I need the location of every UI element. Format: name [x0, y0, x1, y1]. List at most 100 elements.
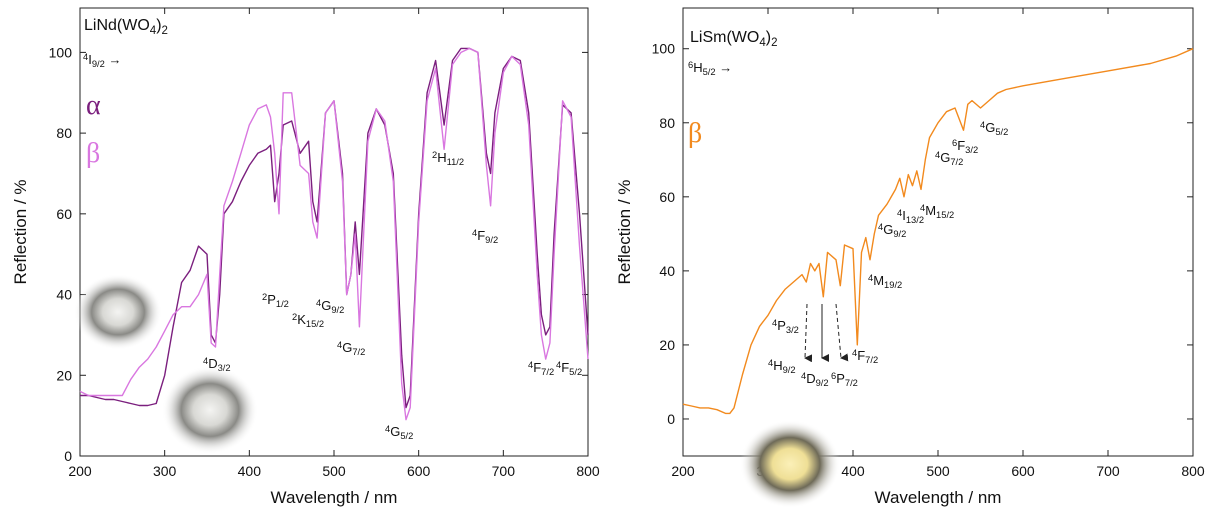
- x-tick-label: 600: [1011, 463, 1035, 479]
- text-part: D: [806, 371, 815, 386]
- superscript: 4: [920, 203, 925, 213]
- x-axis-label: Wavelength / nm: [271, 488, 398, 507]
- superscript: 4: [203, 356, 208, 366]
- annotation: 4G5/2: [385, 424, 413, 441]
- subscript: 9/2: [816, 378, 829, 388]
- text-part: F: [857, 348, 865, 363]
- text-part: F: [957, 138, 965, 153]
- y-tick-label: 80: [659, 115, 675, 131]
- superscript: 4: [801, 371, 806, 381]
- annotation: 4F5/2: [556, 360, 582, 377]
- y-tick-label: 0: [667, 411, 675, 427]
- annotation: 4G5/2: [980, 120, 1008, 137]
- text-part: G: [985, 120, 995, 135]
- text-part: F: [477, 228, 485, 243]
- annotation: 2H11/2: [432, 150, 464, 167]
- annotation: 2P1/2: [262, 292, 289, 309]
- annotation: 4H9/2: [768, 358, 796, 375]
- arrow: [835, 303, 849, 362]
- y-axis-label: Reflection / %: [11, 180, 30, 285]
- superscript: 4: [316, 298, 321, 308]
- spectrum-line: [682, 48, 1194, 415]
- subscript: 7/2: [865, 355, 878, 365]
- text-part: I: [902, 208, 906, 223]
- text-part: →: [105, 52, 122, 67]
- annotation: 6P7/2: [831, 371, 858, 388]
- text-part: G: [390, 424, 400, 439]
- y-tick-label: 40: [659, 263, 675, 279]
- subscript: 9/2: [783, 365, 796, 375]
- y-tick-label: 20: [659, 337, 675, 353]
- y-tick-label: 100: [49, 44, 73, 60]
- subscript: 7/2: [541, 367, 554, 377]
- y-tick-label: 60: [659, 189, 675, 205]
- annotation: 4G9/2: [316, 298, 344, 315]
- superscript: 4: [528, 360, 533, 370]
- text-part: ): [766, 29, 771, 46]
- annotation: 4D3/2: [203, 356, 231, 373]
- superscript: 6: [688, 60, 693, 70]
- legend-entry: β: [86, 138, 100, 169]
- x-tick-label: 700: [1096, 463, 1120, 479]
- subscript: 5/2: [400, 431, 413, 441]
- text-part: G: [883, 222, 893, 237]
- plot-frame: [682, 7, 1194, 457]
- annotation: 4F7/2: [528, 360, 554, 377]
- subscript: 15/2: [306, 319, 324, 329]
- text-part: H: [437, 150, 446, 165]
- x-tick-label: 400: [841, 463, 865, 479]
- annotation: 4G7/2: [337, 340, 365, 357]
- y-tick-label: 40: [56, 287, 72, 303]
- superscript: 4: [897, 208, 902, 218]
- y-tick-label: 0: [64, 448, 72, 464]
- x-tick-label: 800: [1181, 463, 1205, 479]
- spectrum-line: [79, 47, 589, 421]
- superscript: 4: [337, 340, 342, 350]
- superscript: 4: [868, 273, 873, 283]
- subscript: 15/2: [936, 210, 954, 220]
- x-tick-label: 500: [322, 463, 346, 479]
- x-tick-label: 200: [68, 463, 92, 479]
- text-part: P: [267, 292, 276, 307]
- annotation: 4I9/2 →: [83, 52, 121, 69]
- x-tick-label: 800: [576, 463, 600, 479]
- powder-photo-sm: [740, 420, 840, 508]
- superscript: 4: [852, 348, 857, 358]
- subscript: 7/2: [950, 157, 963, 167]
- x-tick-label: 500: [926, 463, 950, 479]
- subscript: 9/2: [485, 235, 498, 245]
- annotation: 4F7/2: [852, 348, 878, 365]
- y-tick-label: 20: [56, 367, 72, 383]
- annotation: 4M15/2: [920, 203, 954, 220]
- annotation: 4M19/2: [868, 273, 902, 290]
- superscript: 4: [878, 222, 883, 232]
- y-tick-label: 100: [652, 41, 676, 57]
- subscript: 4: [759, 37, 766, 49]
- panel: 200300400500600700800020406080100Wavelen…: [615, 7, 1205, 507]
- x-tick-label: 300: [153, 463, 177, 479]
- x-tick-label: 400: [238, 463, 262, 479]
- text-part: LiNd(WO: [84, 17, 150, 34]
- superscript: 6: [831, 371, 836, 381]
- decorations: [74, 274, 849, 508]
- superscript: 4: [772, 318, 777, 328]
- legend-entry: β: [688, 118, 702, 149]
- superscript: 2: [262, 292, 267, 302]
- superscript: 2: [432, 150, 437, 160]
- annotation: 4I13/2: [897, 208, 924, 225]
- text-part: P: [836, 371, 845, 386]
- text-part: F: [533, 360, 541, 375]
- subscript: 9/2: [92, 59, 105, 69]
- subscript: 2: [162, 25, 168, 37]
- text-part: M: [925, 203, 936, 218]
- text-part: G: [321, 298, 331, 313]
- x-tick-label: 700: [492, 463, 516, 479]
- panel-title: LiNd(WO4)2: [84, 17, 168, 37]
- superscript: 4: [385, 424, 390, 434]
- legend-entry: α: [86, 90, 101, 121]
- y-tick-label: 80: [56, 125, 72, 141]
- subscript: 4: [150, 25, 157, 37]
- text-part: H: [693, 60, 702, 75]
- powder-photo-alpha: [74, 274, 162, 350]
